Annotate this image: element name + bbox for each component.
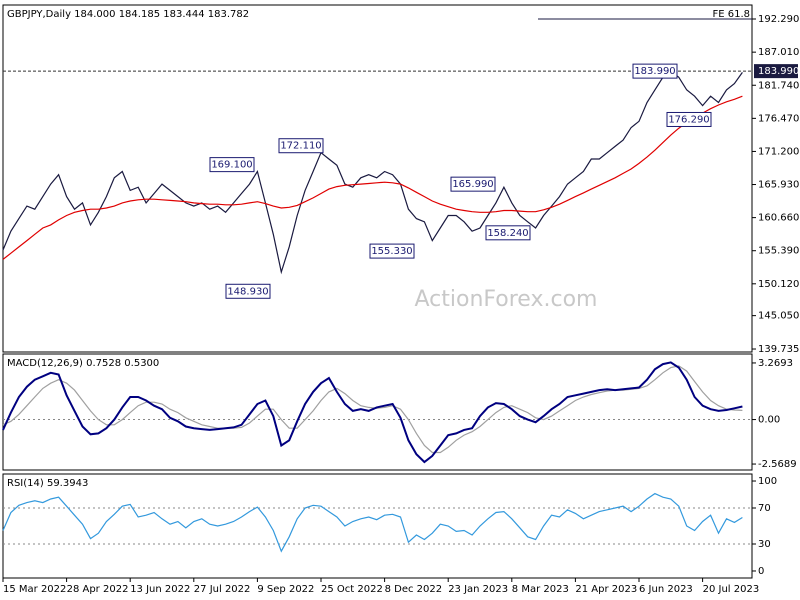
y-tick-label: 165.930 (758, 180, 799, 191)
x-tick-label: 20 Jul 2023 (703, 584, 760, 595)
annotation-box (450, 176, 496, 192)
y-tick-label: 30 (758, 539, 771, 550)
y-tick-label: 176.470 (758, 113, 799, 124)
panel-frame (2, 353, 753, 471)
last-price-label: 183.990 (758, 66, 799, 77)
x-tick-label: 21 Apr 2023 (575, 584, 637, 595)
series-line (2, 95, 743, 260)
last-price-box (754, 64, 798, 79)
x-tick-label: 9 Sep 2022 (257, 584, 314, 595)
panel-title: RSI(14) 59.3943 (7, 478, 88, 489)
fe-label: FE 61.8 (712, 9, 750, 20)
y-tick-label: 181.740 (758, 80, 799, 91)
annotation-box (666, 111, 712, 127)
x-tick-label: 8 Mar 2023 (512, 584, 569, 595)
annotation-label: 155.330 (371, 246, 412, 257)
y-tick-label: 145.050 (758, 311, 799, 322)
panel-frame (2, 473, 753, 579)
y-tick-label: 171.200 (758, 146, 799, 157)
annotation-label: 169.100 (211, 160, 252, 171)
y-tick-label: 155.390 (758, 246, 799, 257)
x-tick-label: 23 Jan 2023 (448, 584, 508, 595)
series-line (2, 70, 743, 275)
annotation-label: 148.930 (227, 286, 268, 297)
x-tick-label: 25 Oct 2022 (321, 584, 383, 595)
annotation-label: 176.290 (668, 114, 709, 125)
x-tick-label: 13 Jun 2022 (130, 584, 190, 595)
y-tick-label: 70 (758, 503, 771, 514)
annotation-box (369, 243, 415, 259)
annotation-box (278, 138, 324, 154)
y-tick-label: 187.010 (758, 47, 799, 58)
y-tick-label: -2.5689 (758, 459, 797, 470)
x-tick-label: 6 Jun 2023 (639, 584, 693, 595)
y-tick-label: 150.120 (758, 279, 799, 290)
x-tick-label: 8 Dec 2022 (385, 584, 443, 595)
annotation-label: 172.110 (280, 141, 321, 152)
y-tick-label: 0 (758, 566, 764, 577)
annotation-box (225, 283, 271, 299)
series-line (2, 361, 743, 464)
annotation-box (632, 63, 678, 79)
panel-frame (2, 4, 753, 353)
annotation-box (209, 157, 255, 173)
y-tick-label: 3.2693 (758, 358, 793, 369)
annotation-label: 165.990 (452, 179, 493, 190)
series-line (2, 492, 743, 553)
x-tick-label: 15 Mar 2022 (3, 584, 66, 595)
y-tick-label: 160.660 (758, 213, 799, 224)
annotation-label: 158.240 (487, 228, 528, 239)
watermark: ActionForex.com (415, 287, 598, 312)
y-tick-label: 0.00 (758, 415, 780, 426)
panel-title: GBPJPY,Daily 184.000 184.185 183.444 183… (7, 9, 249, 20)
x-tick-label: 27 Jul 2022 (194, 584, 251, 595)
panel-title: MACD(12,26,9) 0.7528 0.5300 (7, 358, 159, 369)
x-tick-label: 28 Apr 2022 (67, 584, 129, 595)
annotation-box (485, 225, 531, 241)
y-tick-label: 192.290 (758, 14, 799, 25)
y-tick-label: 139.735 (758, 344, 799, 355)
y-tick-label: 100 (758, 476, 777, 487)
annotation-label: 183.990 (634, 66, 675, 77)
